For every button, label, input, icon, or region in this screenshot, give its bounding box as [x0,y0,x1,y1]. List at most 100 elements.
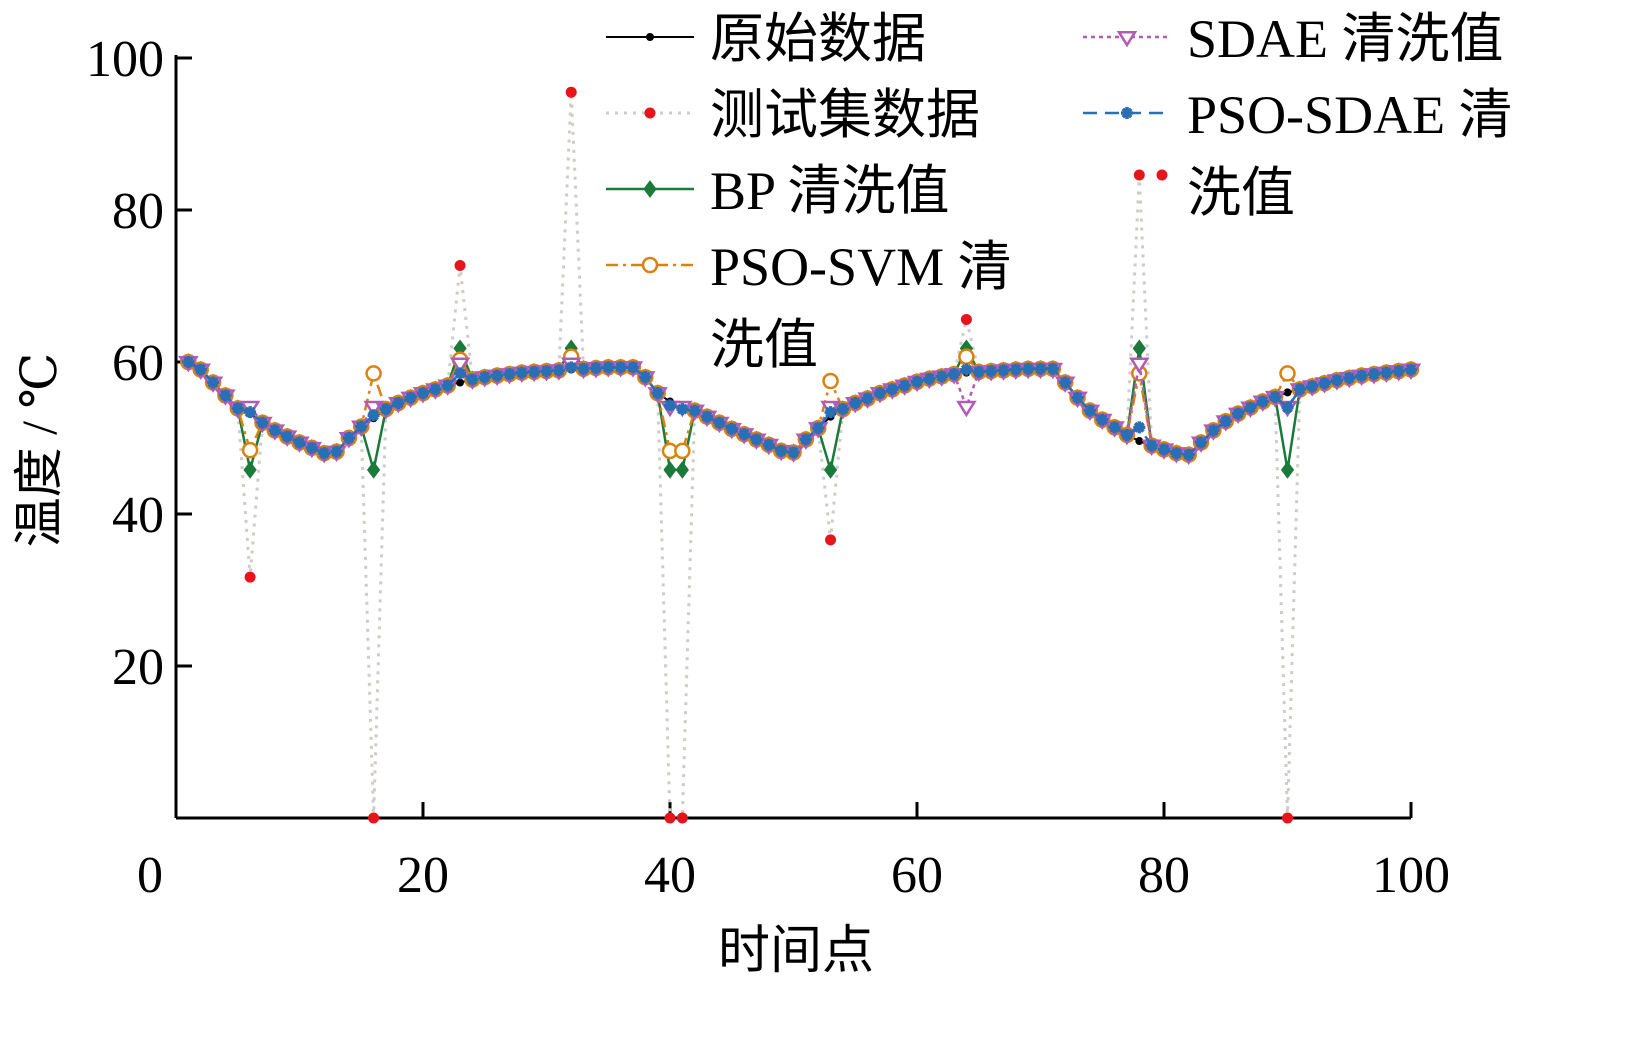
data-point [1282,812,1293,824]
data-point [663,461,677,479]
x-tick-label: 60 [891,847,943,904]
legend-label: 洗值 [1187,163,1295,223]
data-point [898,379,911,392]
data-point [491,369,504,382]
data-point [1170,447,1183,460]
data-point [454,367,467,380]
data-point [1318,377,1331,390]
data-point [456,378,465,387]
data-point [365,365,382,382]
legend-item: PSO-SVM 清洗值 [606,237,1012,375]
x-tick-label: 0 [137,847,163,904]
y-tick-label: 20 [112,639,164,696]
data-point [1108,421,1121,434]
legend-marker [641,256,659,274]
data-point [565,86,577,98]
data-point [318,447,331,460]
data-point [1083,404,1096,417]
data-point [1182,448,1195,461]
data-point [1059,376,1072,389]
data-point [626,361,639,374]
data-point [738,428,751,441]
data-point [1120,428,1133,441]
data-point [972,365,985,378]
data-point [1158,443,1170,456]
data-point [1281,401,1294,414]
y-tick-label: 80 [112,183,164,240]
series-6 [182,356,1417,461]
data-point [219,389,232,402]
data-point [701,410,714,423]
data-point [1306,380,1319,393]
data-point [1405,363,1417,376]
legend-marker [1116,30,1138,48]
data-point [256,416,269,429]
data-point [1022,362,1035,375]
data-point [515,366,528,379]
data-point [960,363,973,376]
data-point [958,348,975,365]
legend-label: PSO-SDAE 清 [1187,85,1513,145]
data-point [1256,395,1269,408]
series-line [187,360,1412,456]
data-point [713,416,726,429]
data-point [1046,362,1059,375]
data-point [466,373,479,386]
data-point [787,446,800,459]
data-point [725,422,738,435]
data-point [367,409,380,422]
y-tick-label: 40 [112,487,164,544]
data-point [429,383,442,396]
data-point [849,397,862,410]
x-tick-label: 40 [644,847,696,904]
data-point [241,441,259,459]
data-point [441,379,454,392]
data-point [366,461,381,479]
data-point [1392,365,1405,378]
data-point [528,365,541,378]
legend-label: SDAE 清洗值 [1187,9,1504,69]
data-point [602,361,615,374]
data-point [824,406,837,419]
y-axis-label: 温度 / ℃ [11,353,67,548]
data-point [293,436,306,449]
data-point [1219,415,1232,428]
data-point [565,361,578,374]
data-point [1244,401,1257,414]
data-point [651,387,664,400]
series-layer [178,86,1422,824]
data-point [552,364,565,377]
data-point [935,370,948,383]
y-tick-label: 60 [112,335,164,392]
data-point [1129,357,1150,374]
x-tick-label: 80 [1138,847,1190,904]
data-point [1293,383,1306,396]
data-point [775,444,788,457]
data-point [589,362,602,375]
legend-item: 测试集数据 [606,85,980,145]
data-point [664,812,676,824]
data-point [825,534,837,546]
data-point [1380,366,1393,379]
data-point [231,402,244,415]
data-point [762,438,775,451]
legend-marker [644,107,656,119]
data-point [330,445,343,458]
legend-label: 洗值 [710,315,818,375]
legend-label: PSO-SVM 清 [710,237,1012,297]
data-point [1135,437,1144,446]
legend-label: 测试集数据 [710,85,980,145]
data-point [823,461,838,479]
data-point [1330,374,1343,387]
data-point [404,391,417,404]
data-point [503,368,516,381]
legend-marker [1156,169,1168,181]
data-point [1279,365,1296,382]
data-point [1283,388,1292,397]
data-point [886,383,899,396]
data-point [1207,424,1220,437]
data-point [948,368,961,381]
y-tick-label: 100 [86,31,164,88]
legend-marker [646,33,654,41]
